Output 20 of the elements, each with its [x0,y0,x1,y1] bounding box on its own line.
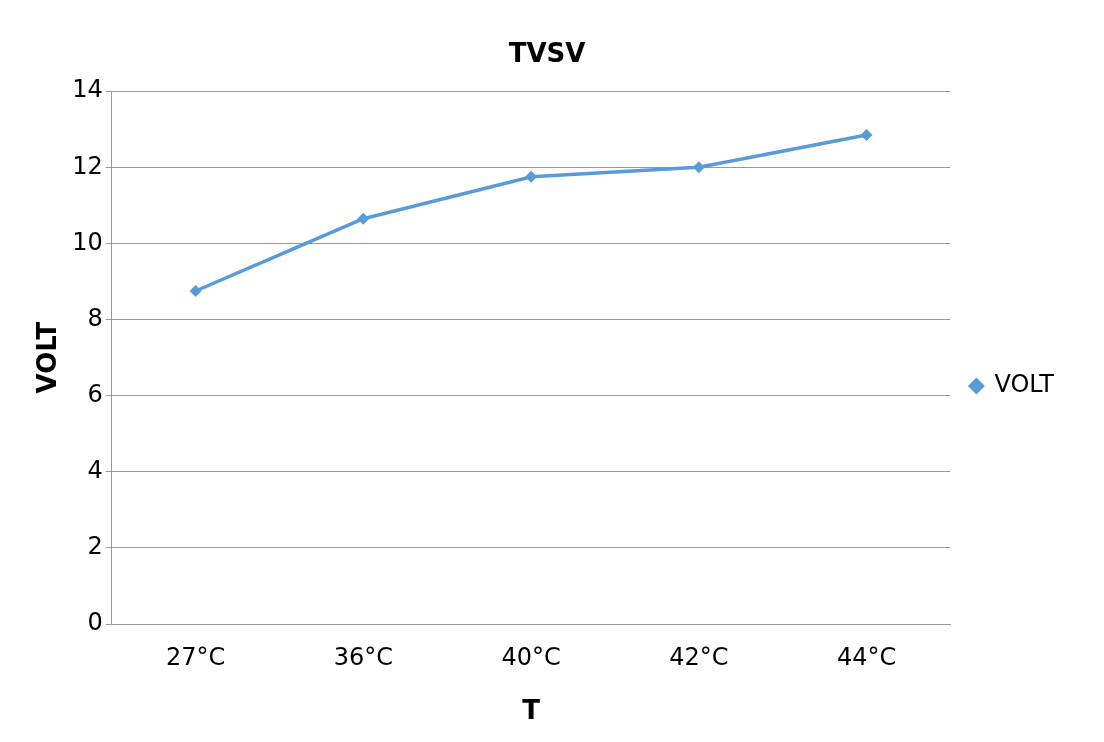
x-tick-label: 36°C [333,642,393,671]
y-tick-label: 8 [87,303,103,332]
x-tick-label: 40°C [501,642,561,671]
x-tick-label: 27°C [165,642,226,671]
x-axis-title: T [522,695,541,726]
y-tick-label: 10 [72,227,103,256]
y-axis-title: VOLT [32,321,63,394]
point [189,285,202,297]
chart-title: TVSV [508,38,586,69]
legend-label: VOLT [994,370,1055,399]
x-tick-label: 44°C [836,642,897,671]
y-tick-label: 14 [72,75,103,104]
point [860,128,873,141]
y-tick-label: 0 [87,608,103,637]
point [357,212,370,225]
y-tick-label: 6 [87,379,103,408]
y-tick-label: 4 [87,456,103,485]
y-tick-label: 2 [87,532,103,561]
x-tick-label: 42°C [669,642,729,671]
y-tick-label: 12 [72,151,103,180]
